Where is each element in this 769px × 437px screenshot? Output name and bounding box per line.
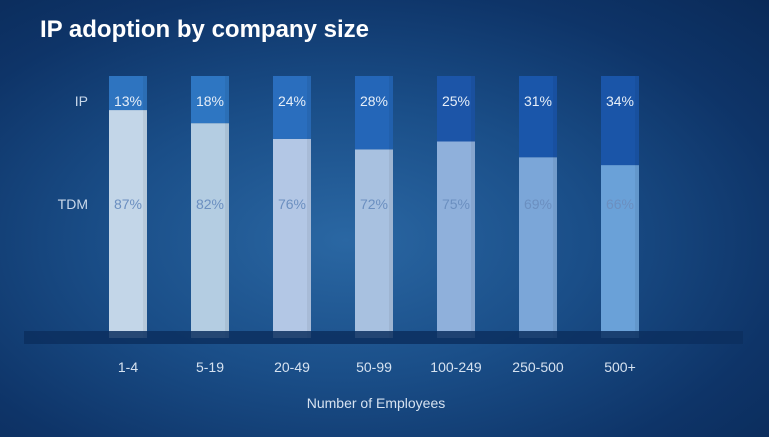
- x-tick-250-500: 250-500: [512, 359, 564, 375]
- bar-tdm-250-500: [519, 157, 557, 338]
- bar-ip-250-500: [519, 76, 557, 158]
- row-label-ip: IP: [75, 93, 88, 109]
- x-tick-100-249: 100-249: [430, 359, 482, 375]
- data-label-ip-250-500: 31%: [524, 93, 552, 109]
- data-label-ip-1-4: 13%: [114, 93, 142, 109]
- chart-title: IP adoption by company size: [40, 16, 369, 43]
- x-tick-500+: 500+: [604, 359, 636, 375]
- data-label-ip-20-49: 24%: [278, 93, 306, 109]
- x-tick-5-19: 5-19: [196, 359, 224, 375]
- data-label-tdm-1-4: 87%: [114, 196, 142, 212]
- bar-shade-250-500: [553, 76, 557, 338]
- row-label-tdm: TDM: [58, 196, 88, 212]
- bar-tdm-1-4: [109, 110, 147, 338]
- bar-ip-500+: [601, 76, 639, 166]
- bar-shade-100-249: [471, 76, 475, 338]
- bar-shade-20-49: [307, 76, 311, 338]
- bar-ip-20-49: [273, 76, 311, 139]
- data-label-ip-5-19: 18%: [196, 93, 224, 109]
- bar-tdm-5-19: [191, 123, 229, 338]
- data-label-ip-500+: 34%: [606, 93, 634, 109]
- bars-group: 13% 87% 18% 82% 24% 76% 28% 72% 25% 75% 31% 69% 34% 6…: [109, 76, 639, 338]
- x-tick-labels: 1-4 5-19 20-49 50-99 100-249 250-500 500+: [118, 359, 636, 375]
- bar-shade-5-19: [225, 76, 229, 338]
- bar-tdm-500+: [601, 165, 639, 338]
- data-label-tdm-500+: 66%: [606, 196, 634, 212]
- data-label-tdm-5-19: 82%: [196, 196, 224, 212]
- data-label-tdm-50-99: 72%: [360, 196, 388, 212]
- bar-ip-50-99: [355, 76, 393, 150]
- x-tick-50-99: 50-99: [356, 359, 392, 375]
- data-label-tdm-100-249: 75%: [442, 196, 470, 212]
- bar-shade-50-99: [389, 76, 393, 338]
- x-tick-1-4: 1-4: [118, 359, 138, 375]
- data-label-tdm-250-500: 69%: [524, 196, 552, 212]
- baseline-band: [24, 331, 743, 344]
- bar-tdm-100-249: [437, 141, 475, 338]
- bar-shade-500+: [635, 76, 639, 338]
- data-label-tdm-20-49: 76%: [278, 196, 306, 212]
- bar-ip-5-19: [191, 76, 229, 124]
- bar-tdm-20-49: [273, 138, 311, 338]
- x-tick-20-49: 20-49: [274, 359, 310, 375]
- bar-shade-1-4: [143, 76, 147, 338]
- bar-ip-100-249: [437, 76, 475, 142]
- data-label-ip-50-99: 28%: [360, 93, 388, 109]
- x-axis-title: Number of Employees: [307, 395, 446, 411]
- data-label-ip-100-249: 25%: [442, 93, 470, 109]
- bar-tdm-50-99: [355, 149, 393, 338]
- bar-ip-1-4: [109, 76, 147, 111]
